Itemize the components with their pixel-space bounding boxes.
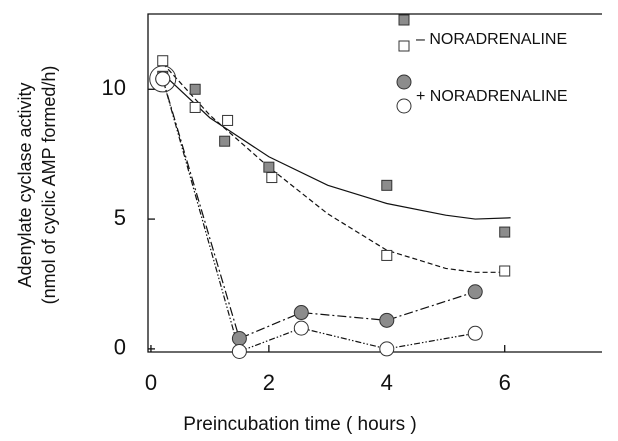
marker	[189, 101, 201, 113]
x-axis-label: Preincubation time ( hours )	[183, 414, 416, 435]
legend-marker	[398, 14, 410, 26]
marker	[155, 71, 171, 87]
y-tick-label: 5	[114, 205, 126, 230]
connecting-line	[162, 78, 476, 353]
y-axis-label: (nmol of cyclic AMP formed/h)	[39, 66, 59, 305]
x-tick-label: 0	[145, 370, 157, 395]
marker	[222, 114, 234, 126]
x-tick-label: 6	[499, 370, 511, 395]
y-tick-label: 0	[114, 335, 126, 360]
marker	[263, 161, 275, 173]
axis-frame	[147, 13, 602, 353]
connecting-line	[162, 78, 476, 340]
marker	[157, 55, 169, 67]
marker	[231, 331, 247, 347]
marker	[293, 320, 309, 336]
y-axis-label: Adenylate cyclase activity	[15, 82, 35, 287]
marker	[266, 172, 278, 184]
marker	[381, 179, 393, 191]
fit-curve	[162, 62, 505, 273]
highlight-ring	[149, 65, 177, 93]
marker	[189, 83, 201, 95]
marker	[379, 341, 395, 357]
y-tick-label: 10	[102, 75, 126, 100]
legend-marker	[398, 40, 410, 52]
marker	[379, 312, 395, 328]
marker	[293, 305, 309, 321]
marker	[467, 325, 483, 341]
legend-label: – NORADRENALINE	[416, 31, 567, 48]
x-tick-label: 4	[381, 370, 393, 395]
marker	[219, 135, 231, 147]
marker	[499, 265, 511, 277]
marker	[467, 284, 483, 300]
x-tick-label: 2	[263, 370, 275, 395]
marker	[381, 249, 393, 261]
legend-marker	[396, 98, 412, 114]
marker	[499, 226, 511, 238]
legend-marker	[396, 74, 412, 90]
legend-label: + NORADRENALINE	[416, 88, 568, 105]
marker	[231, 343, 247, 359]
